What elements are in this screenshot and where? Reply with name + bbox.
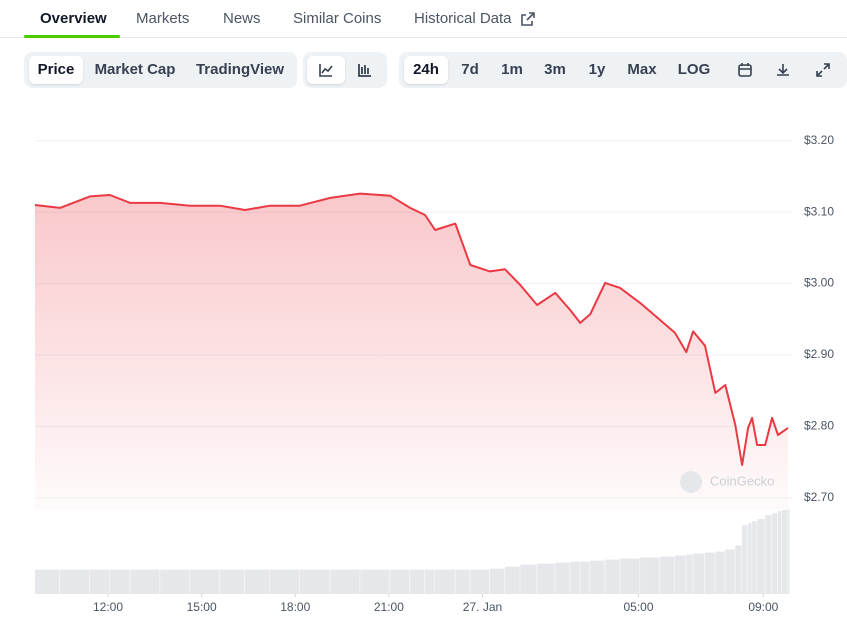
calendar-button[interactable] xyxy=(729,56,761,84)
y-tick-label: $2.80 xyxy=(804,419,834,433)
y-tick-label: $3.20 xyxy=(804,133,834,147)
line-icon xyxy=(319,64,333,77)
volume-bar xyxy=(715,551,725,594)
range-button[interactable]: 7d xyxy=(461,61,479,78)
volume-bar xyxy=(190,569,220,594)
volume-bar xyxy=(330,569,360,594)
range-button[interactable]: 3m xyxy=(544,61,566,78)
volume-bar xyxy=(425,569,435,594)
volume-bar xyxy=(620,558,640,594)
tab[interactable]: News xyxy=(223,10,261,27)
candle-chart-button[interactable] xyxy=(347,56,383,84)
calendar-icon xyxy=(738,63,752,77)
volume-bar xyxy=(537,563,555,594)
price-area xyxy=(35,193,788,510)
range-button[interactable]: 24h xyxy=(404,56,448,84)
line-chart-button[interactable] xyxy=(307,56,345,84)
x-tick-label: 15:00 xyxy=(187,600,217,614)
volume-bar xyxy=(660,556,675,594)
download-icon xyxy=(777,64,789,76)
volume-bar xyxy=(269,569,300,594)
volume-bar xyxy=(772,513,778,594)
volume-bar xyxy=(520,564,537,594)
volume-bar xyxy=(245,569,270,594)
volume-bar xyxy=(675,555,686,594)
tab[interactable]: Markets xyxy=(136,10,190,27)
tab-bar: Overview Markets News Similar Coins Hist… xyxy=(0,0,847,38)
view-button[interactable]: Market Cap xyxy=(94,61,176,78)
volume-bar xyxy=(489,568,505,594)
volume-bar xyxy=(757,519,765,594)
volume-bar xyxy=(788,509,790,594)
x-tick-label: 21:00 xyxy=(374,600,404,614)
expand-icon xyxy=(816,63,830,77)
tab[interactable]: Overview xyxy=(40,10,107,27)
y-tick-label: $2.90 xyxy=(804,347,834,361)
volume-bar xyxy=(299,569,330,594)
volume-bar xyxy=(555,562,570,594)
chart-style-group xyxy=(303,52,387,88)
volume-bar xyxy=(778,511,782,594)
volume-bar xyxy=(390,569,410,594)
watermark-logo xyxy=(680,471,702,493)
volume-bar xyxy=(580,561,590,594)
volume-bar xyxy=(605,559,620,594)
view-button[interactable]: Price xyxy=(29,56,83,84)
volume-bar xyxy=(470,569,490,594)
volume-bar xyxy=(782,510,788,594)
volume-bar xyxy=(435,569,455,594)
x-tick-label: 05:00 xyxy=(624,600,654,614)
download-button[interactable] xyxy=(767,56,799,84)
range-group: 24h 7d 1m 3m 1y Max LOG xyxy=(399,52,847,88)
candle-icon xyxy=(358,64,371,77)
volume-bar xyxy=(220,569,245,594)
fullscreen-button[interactable] xyxy=(807,56,839,84)
y-tick-label: $2.70 xyxy=(804,490,834,504)
volume-bar xyxy=(693,553,705,594)
range-button[interactable]: LOG xyxy=(677,61,711,78)
volume-bar xyxy=(686,554,693,594)
range-button[interactable]: 1y xyxy=(588,61,606,78)
watermark: CoinGecko xyxy=(710,473,774,488)
volume-bar xyxy=(59,569,90,594)
volume-bar xyxy=(640,557,660,594)
volume-bar xyxy=(35,569,60,594)
view-button[interactable]: TradingView xyxy=(195,61,285,78)
volume-bar xyxy=(742,525,748,594)
volume-bar xyxy=(89,569,110,594)
tab[interactable]: Similar Coins xyxy=(293,10,382,27)
x-tick-label: 09:00 xyxy=(748,600,778,614)
y-tick-label: $3.00 xyxy=(804,276,834,290)
volume-bar xyxy=(748,523,752,594)
volume-bar xyxy=(752,521,757,594)
x-tick-label: 18:00 xyxy=(280,600,310,614)
volume-bar xyxy=(360,569,390,594)
volume-bar xyxy=(704,552,715,594)
view-group: Price Market Cap TradingView xyxy=(24,52,297,88)
x-tick-label: 27. Jan xyxy=(463,600,502,614)
price-line xyxy=(34,192,789,466)
external-link-icon xyxy=(521,12,535,26)
range-button[interactable]: 1m xyxy=(501,61,523,78)
volume-bar xyxy=(130,569,160,594)
volume-bar xyxy=(725,549,735,594)
chart: $2.70 $2.80 $2.90 $3.00 $3.10 $3.20 12:00 15:00… xyxy=(34,133,834,614)
range-button[interactable]: Max xyxy=(627,61,657,78)
volume-bar xyxy=(735,545,742,594)
volume-bar xyxy=(109,569,130,594)
active-tab-indicator xyxy=(24,35,120,38)
volume-bar xyxy=(765,515,772,594)
volume-bar xyxy=(455,569,470,594)
tab[interactable]: Historical Data xyxy=(414,10,512,27)
volume-bar xyxy=(504,566,520,594)
volume-bar xyxy=(590,560,605,594)
volume-bar xyxy=(570,561,580,594)
volume-bar xyxy=(160,569,190,594)
volume-bar xyxy=(410,569,425,594)
y-tick-label: $3.10 xyxy=(804,204,834,218)
x-tick-label: 12:00 xyxy=(93,600,123,614)
